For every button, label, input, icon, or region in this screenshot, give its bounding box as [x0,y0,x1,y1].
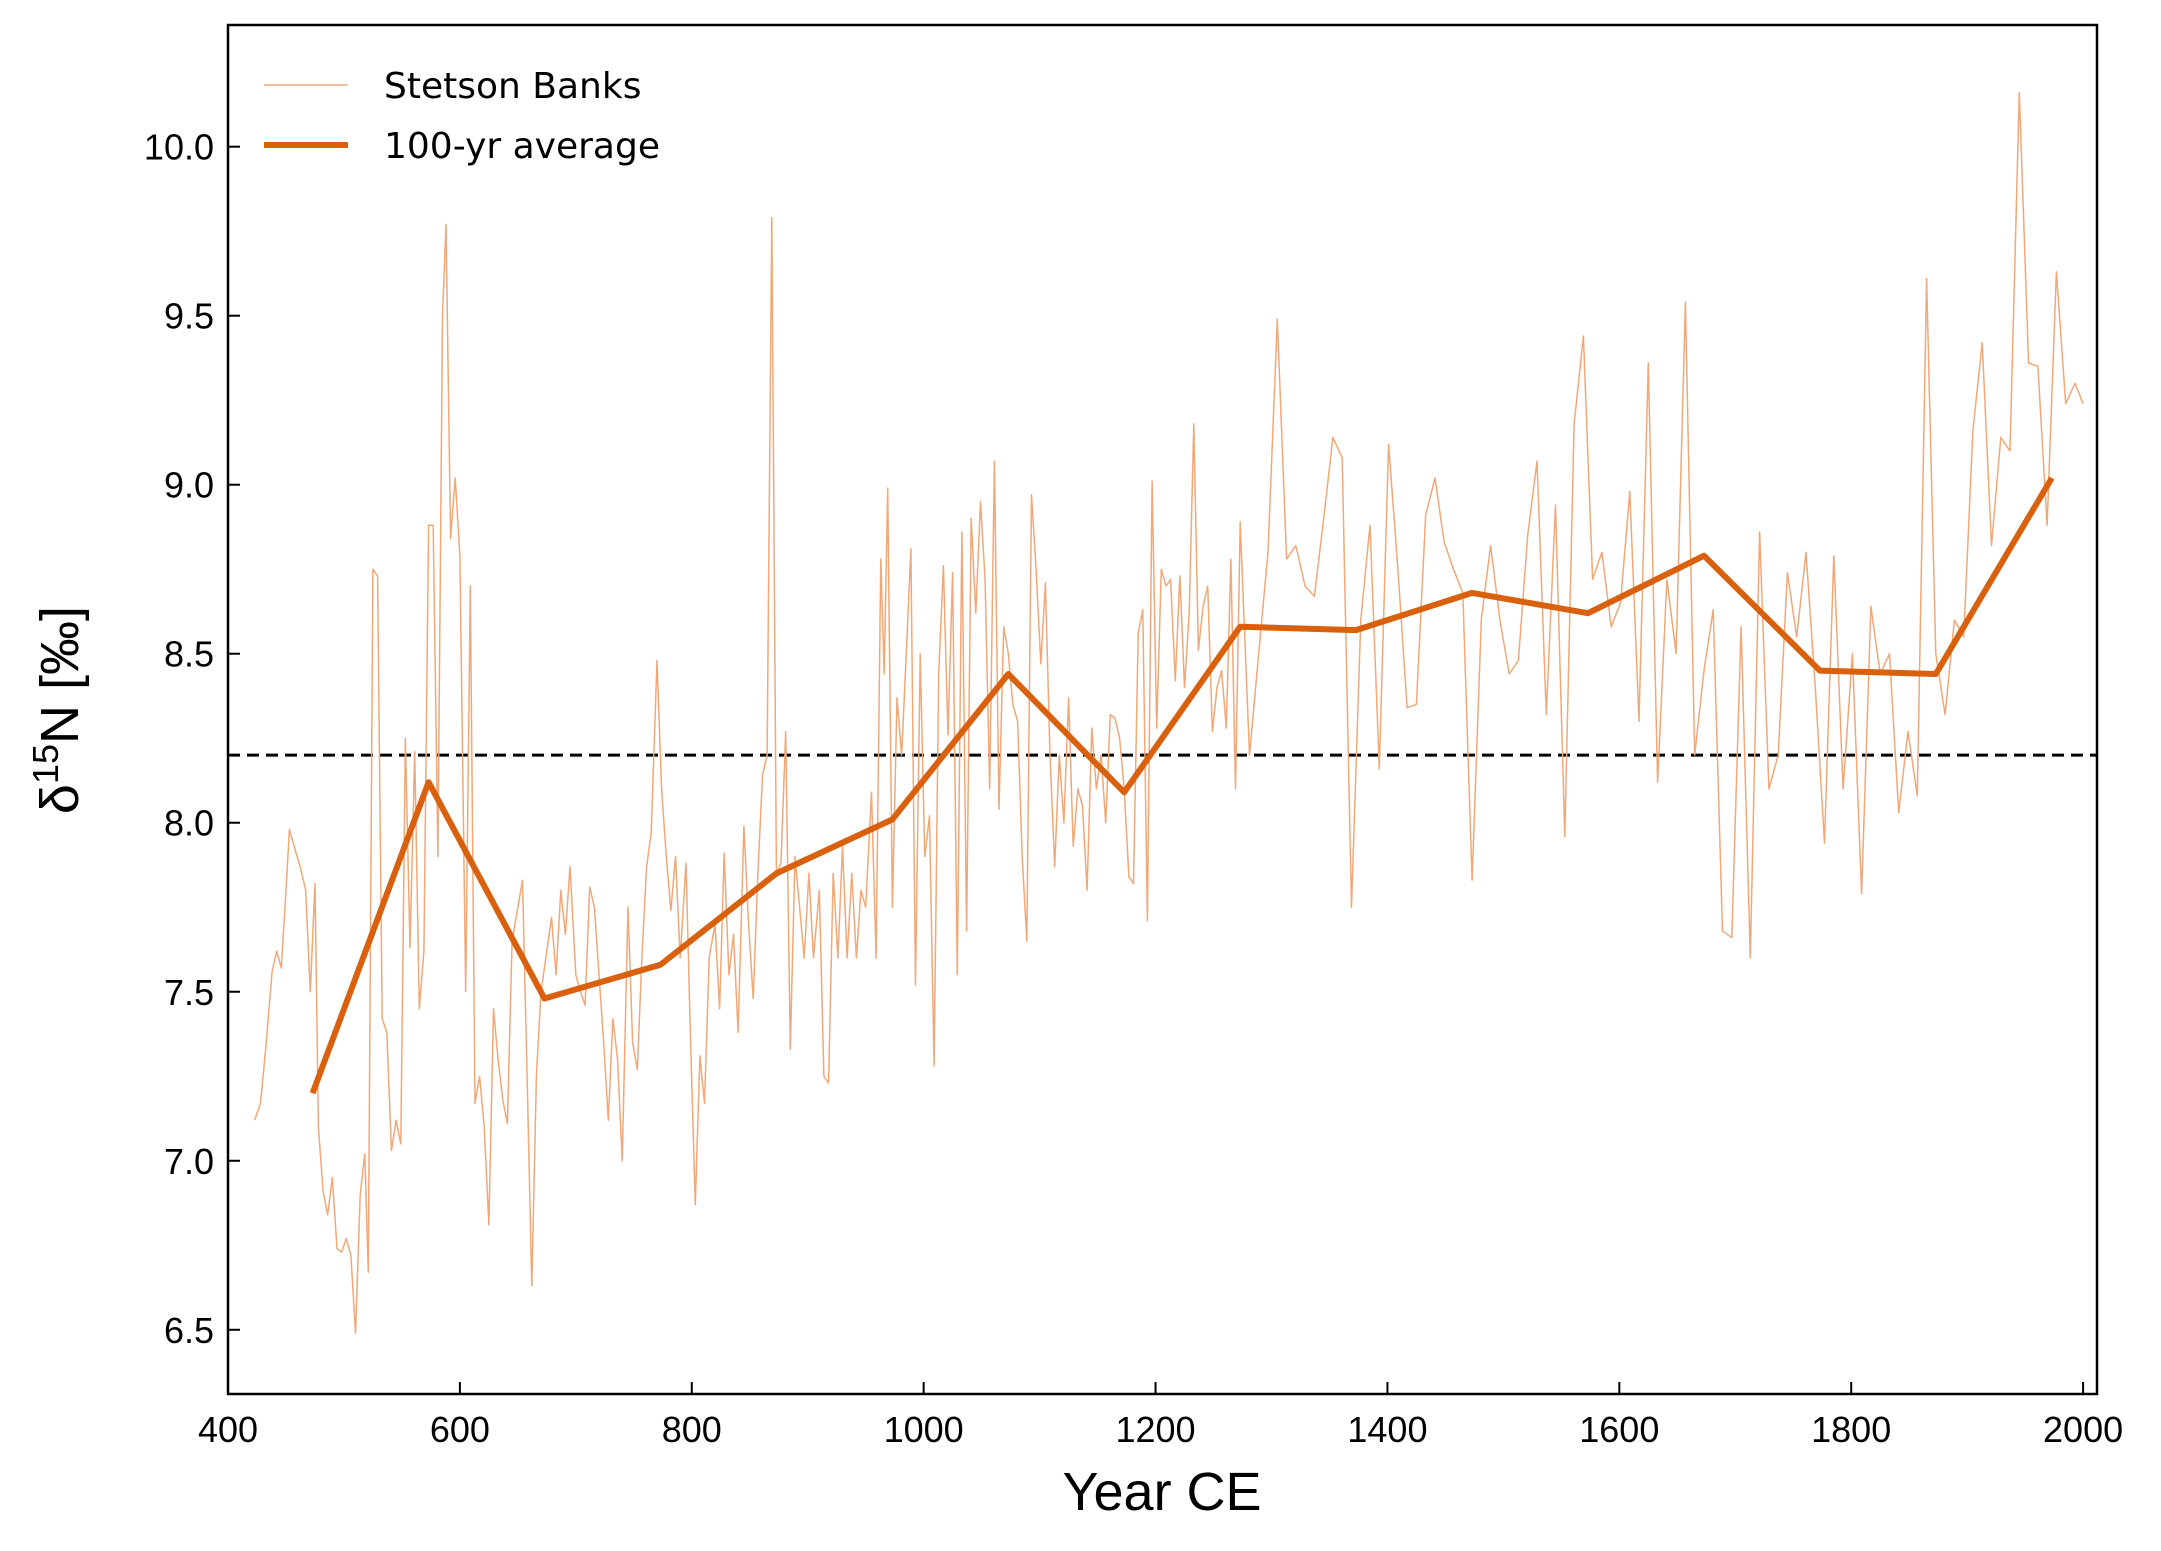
x-tick-label: 600 [430,1409,490,1450]
legend-label: 100-yr average [384,126,660,167]
series-line [253,91,2084,1334]
x-tick-label: 1800 [1811,1409,1891,1450]
x-axis-label: Year CE [1062,1462,1261,1522]
x-tick-label: 1600 [1579,1409,1659,1450]
y-tick-label: 10.0 [144,127,214,168]
y-axis-label: δ15N [‰] [25,606,90,814]
y-label-prefix: δ [30,784,90,814]
legend-label: Stetson Banks [384,66,641,107]
x-tick-label: 800 [662,1409,722,1450]
plot-frame [226,23,2099,1396]
y-tick-label: 7.0 [164,1141,214,1182]
x-tick-label: 400 [198,1409,258,1450]
y-tick-label: 9.5 [164,296,214,337]
y-tick-label: 9.0 [164,465,214,506]
y-tick-label: 8.5 [164,634,214,675]
x-tick-label: 1400 [1347,1409,1427,1450]
y-label-suffix: N [‰] [30,606,90,744]
x-tick-label: 1000 [884,1409,964,1450]
series-line [309,476,2055,1095]
y-tick-label: 8.0 [164,803,214,844]
x-tick-label: 2000 [2043,1409,2123,1450]
x-tick-label: 1200 [1115,1409,1195,1450]
y-label-sup: 15 [25,744,66,784]
y-tick-label: 6.5 [164,1310,214,1351]
y-tick-label: 7.5 [164,972,214,1013]
